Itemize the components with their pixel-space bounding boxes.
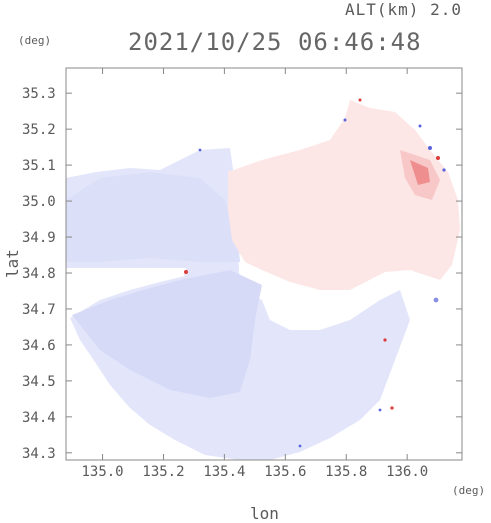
plot-frame	[65, 67, 463, 461]
positive-velocity-peak	[410, 160, 430, 185]
y-tick-label: 35.1	[22, 158, 56, 174]
x-axis: 135.0 135.2 135.4 135.6 135.8 136.0	[81, 68, 428, 480]
x-axis-unit: (deg)	[452, 484, 486, 497]
x-tick-label: 135.4	[203, 464, 245, 480]
radar-field	[66, 98, 460, 460]
y-tick-label: 34.5	[22, 374, 56, 390]
positive-velocity-region	[228, 100, 460, 290]
y-axis: 35.3 35.2 35.1 35.0 34.9 34.8 34.7 34.6 34.5 34.4…	[22, 86, 462, 462]
x-tick-label: 135.0	[81, 464, 123, 480]
y-tick-label: 35.0	[22, 194, 56, 210]
beam-blockage	[66, 268, 186, 274]
timestamp-title: 2021/10/25 06:46:48	[128, 28, 422, 56]
y-tick-label: 34.3	[22, 446, 56, 462]
y-tick-label: 34.4	[22, 410, 56, 426]
x-tick-label: 135.6	[264, 464, 306, 480]
edge-speckles	[184, 98, 446, 448]
negative-velocity-core	[72, 270, 262, 398]
y-tick-label: 34.8	[22, 266, 56, 282]
y-tick-label: 34.9	[22, 230, 56, 246]
y-tick-label: 35.3	[22, 86, 56, 102]
x-tick-label: 135.2	[142, 464, 184, 480]
y-tick-label: 34.6	[22, 338, 56, 354]
altitude-label: ALT(km) 2.0	[345, 0, 462, 19]
negative-velocity-west	[66, 172, 240, 262]
y-tick-label: 34.7	[22, 302, 56, 318]
x-tick-label: 136.0	[386, 464, 428, 480]
x-tick-label: 135.8	[325, 464, 367, 480]
y-axis-unit: (deg)	[18, 34, 52, 47]
y-tick-label: 35.2	[22, 122, 56, 138]
x-axis-title: lon	[250, 504, 279, 523]
